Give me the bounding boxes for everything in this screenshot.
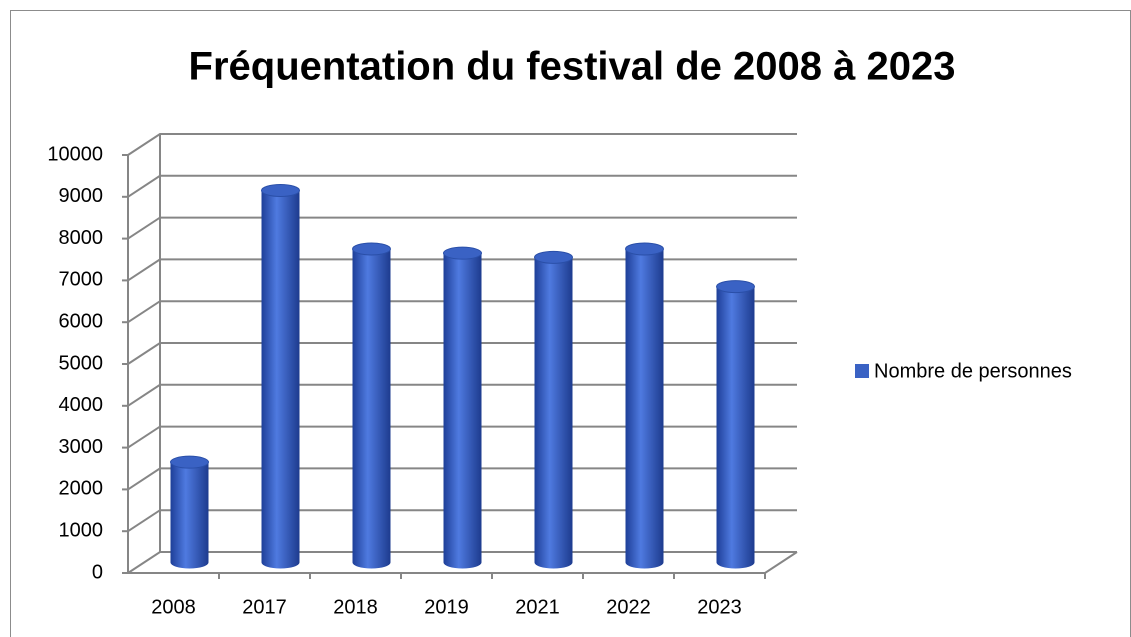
x-tick-label: 2008 <box>151 596 196 618</box>
y-tick-label: 4000 <box>59 394 104 416</box>
y-tick-label: 1000 <box>59 519 104 541</box>
y-tick-label: 9000 <box>59 185 104 207</box>
chart-title: Fréquentation du festival de 2008 à 2023 <box>189 45 956 89</box>
bar-top <box>261 183 300 197</box>
bar-top <box>716 280 755 294</box>
bar-top <box>443 246 482 260</box>
legend-swatch <box>855 364 869 378</box>
grid-line <box>127 133 797 156</box>
y-tick-label: 5000 <box>59 352 104 374</box>
bar <box>716 286 755 569</box>
grid-line <box>127 216 797 240</box>
bar-top <box>625 242 664 256</box>
legend-label: Nombre de personnes <box>874 360 1072 382</box>
bar-top <box>534 250 573 264</box>
x-tick-label: 2018 <box>333 596 378 618</box>
y-tick-label: 6000 <box>59 310 104 332</box>
bar <box>170 462 209 569</box>
bar-top <box>170 455 209 469</box>
grid-line <box>127 551 797 574</box>
grid-line <box>127 509 797 533</box>
grid-line <box>127 383 797 407</box>
bar <box>625 249 664 569</box>
grid-line <box>127 425 797 449</box>
y-tick-label: 10000 <box>47 143 103 165</box>
grid-line <box>127 258 797 282</box>
x-tick-label: 2017 <box>242 596 287 618</box>
legend: Nombre de personnes <box>855 360 1072 382</box>
grid-line <box>127 300 797 324</box>
bar <box>534 257 573 569</box>
y-tick-label: 0 <box>92 561 103 583</box>
bar <box>352 249 391 569</box>
bar <box>261 190 300 569</box>
grid-line <box>127 342 797 365</box>
x-tick-label: 2019 <box>424 596 469 618</box>
x-tick-label: 2023 <box>697 596 742 618</box>
grid-line <box>127 467 797 491</box>
x-tick-label: 2022 <box>606 596 651 618</box>
x-tick-label: 2021 <box>515 596 560 618</box>
y-tick-label: 7000 <box>59 269 104 291</box>
y-tick-label: 3000 <box>59 436 104 458</box>
y-tick-label: 8000 <box>59 227 104 249</box>
grid-line <box>127 174 797 198</box>
bar-top <box>352 242 391 256</box>
bar <box>443 253 482 569</box>
y-tick-label: 2000 <box>59 478 104 500</box>
